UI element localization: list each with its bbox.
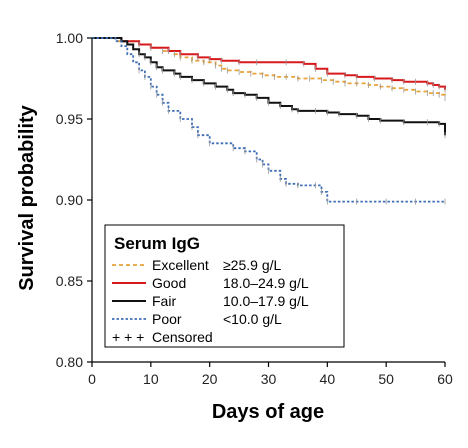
legend-label-excellent: Excellent (152, 257, 209, 273)
legend: Serum IgG Excellent ≥25.9 g/L Good 18.0–24.… (104, 224, 345, 348)
legend-label-censored: Censored (152, 329, 213, 345)
censor-marks (138, 41, 446, 205)
y-tick-label: 1.00 (56, 30, 83, 46)
x-axis: 0 10 20 30 40 50 60 Days of age (88, 362, 453, 423)
y-tick-label: 0.85 (56, 273, 83, 289)
legend-censored-symbol: + + + (112, 329, 144, 345)
legend-range-excellent: ≥25.9 g/L (223, 257, 281, 273)
series-line-poor (92, 37, 445, 203)
x-tick-label: 20 (202, 371, 218, 387)
legend-box (104, 224, 345, 348)
y-tick-label: 0.80 (56, 354, 83, 370)
y-tick-label: 0.90 (56, 192, 83, 208)
y-tick-label: 0.95 (56, 111, 83, 127)
legend-range-good: 18.0–24.9 g/L (223, 275, 309, 291)
x-tick-label: 50 (378, 371, 394, 387)
y-axis-title: Survival probability (16, 104, 38, 290)
legend-label-good: Good (152, 275, 186, 291)
x-tick-label: 40 (320, 371, 336, 387)
legend-range-poor: <10.0 g/L (223, 311, 282, 327)
legend-label-fair: Fair (152, 293, 176, 309)
x-tick-group: 0 10 20 30 40 50 60 (88, 362, 453, 387)
legend-title: Serum IgG (114, 234, 200, 253)
x-tick-label: 10 (143, 371, 159, 387)
x-tick-label: 60 (437, 371, 453, 387)
y-axis: 0.80 0.85 0.90 0.95 1.00 Survival probabilit… (16, 30, 92, 370)
y-tick-group: 0.80 0.85 0.90 0.95 1.00 (56, 30, 92, 370)
legend-entries: Excellent ≥25.9 g/L Good 18.0–24.9 g/L Fair 1… (112, 257, 309, 345)
x-tick-label: 30 (261, 371, 277, 387)
x-axis-title: Days of age (212, 401, 324, 423)
x-tick-label: 0 (88, 371, 96, 387)
series-lines (92, 37, 446, 203)
legend-label-poor: Poor (152, 311, 182, 327)
legend-range-fair: 10.0–17.9 g/L (223, 293, 309, 309)
